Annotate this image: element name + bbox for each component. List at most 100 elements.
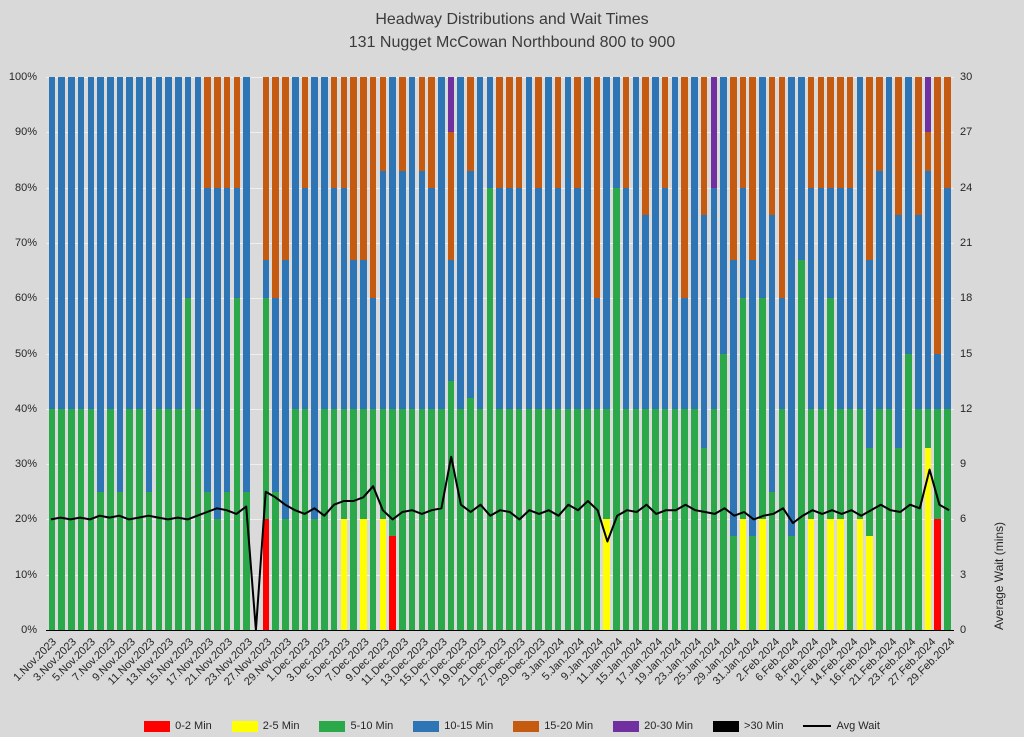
bar-segment xyxy=(360,519,367,630)
bar-segment xyxy=(807,187,815,409)
bar-17.Dec.2023 xyxy=(457,77,464,630)
bar-20.Feb.2024 xyxy=(876,77,883,630)
bar-5.Feb.2024 xyxy=(778,77,786,630)
bar-segment xyxy=(642,77,649,216)
bar-segment xyxy=(428,187,435,409)
bar-segment xyxy=(272,77,280,299)
legend-item: 15-20 Min xyxy=(513,720,593,732)
bar-segment xyxy=(876,408,883,630)
bar-segment xyxy=(243,77,250,492)
bar-segment xyxy=(87,77,95,409)
bar-segment xyxy=(613,77,620,188)
bar-segment xyxy=(282,77,289,260)
bar-segment xyxy=(632,408,640,630)
legend-swatch xyxy=(713,720,740,732)
bar-segment xyxy=(447,259,455,382)
bar-segment xyxy=(301,408,309,630)
bar-segment xyxy=(914,215,922,409)
bar-segment xyxy=(642,408,649,630)
right-axis-title: Average Wait (mins) xyxy=(992,521,1006,630)
bar-27.Feb.2024 xyxy=(924,77,932,630)
bar-segment xyxy=(340,77,348,188)
bar-9.Dec.2023 xyxy=(379,77,387,630)
bar-segment xyxy=(876,77,883,172)
plot-area xyxy=(46,77,954,631)
bar-segment xyxy=(58,408,65,630)
bar-27.Nov.2023 xyxy=(262,77,270,630)
bar-22.Feb.2024 xyxy=(895,77,903,630)
bar-segment xyxy=(681,298,688,409)
bar-2.Feb.2024 xyxy=(768,77,776,630)
bar-5.Jan.2024 xyxy=(574,77,581,630)
bar-segment xyxy=(798,77,805,260)
bar-segment xyxy=(379,77,387,172)
bar-3.Dec.2023 xyxy=(321,77,328,630)
bar-segment xyxy=(944,187,951,409)
bar-12.Jan.2024 xyxy=(622,77,630,630)
bar-segment xyxy=(807,519,815,630)
bar-segment xyxy=(496,77,503,188)
bar-segment xyxy=(739,187,747,299)
bar-segment xyxy=(525,77,533,409)
bar-23.Jan.2024 xyxy=(691,77,698,630)
bar-segment xyxy=(340,187,348,409)
bar-segment xyxy=(554,77,562,188)
y-axis-tick-left: 70% xyxy=(14,236,37,249)
bar-segment xyxy=(837,519,844,630)
legend-label: 20-30 Min xyxy=(644,720,694,732)
bar-6.Nov.2023 xyxy=(97,77,104,630)
y-axis-right: 0 3 6 9 12 15 18 21 24 27 30 xyxy=(958,71,984,636)
bar-8.Jan.2024 xyxy=(583,77,591,630)
bar-segment xyxy=(467,171,474,398)
legend-swatch xyxy=(231,720,258,732)
bar-segment xyxy=(710,408,718,630)
bar-segment xyxy=(574,187,581,409)
bar-segment xyxy=(360,259,367,409)
bar-26.Feb.2024 xyxy=(914,77,922,630)
bar-segment xyxy=(895,447,903,630)
bar-2.Jan.2024 xyxy=(545,77,552,630)
bar-segment xyxy=(155,408,163,630)
bar-segment xyxy=(866,77,873,260)
bar-segment xyxy=(447,77,455,133)
bar-segment xyxy=(350,408,357,630)
x-axis-labels: 1.Nov.2023 3.Nov.2023 5.Nov.2023 7.Nov.2023… xyxy=(12,633,958,705)
bar-segment xyxy=(515,187,523,409)
bar-22.Jan.2024 xyxy=(681,77,688,630)
bar-14.Feb.2024 xyxy=(846,77,854,630)
bar-29.Dec.2023 xyxy=(535,77,542,630)
bar-segment xyxy=(535,77,542,188)
bar-segment xyxy=(262,519,270,630)
bar-segment xyxy=(408,408,416,630)
bar-segment xyxy=(233,187,241,299)
bar-segment xyxy=(905,353,912,630)
bar-segment xyxy=(535,187,542,409)
bar-segment xyxy=(418,171,426,409)
bar-segment xyxy=(866,259,873,448)
legend-swatch xyxy=(144,720,171,732)
bar-segment xyxy=(914,408,922,630)
bar-segment xyxy=(671,77,679,409)
bar-6.Feb.2024 xyxy=(788,77,795,630)
bar-segment xyxy=(77,77,85,409)
bar-4.Nov.2023 xyxy=(77,77,85,630)
bar-segment xyxy=(856,408,864,520)
bar-segment xyxy=(204,187,211,492)
y-axis-tick-left: 60% xyxy=(14,292,37,305)
bar-segment xyxy=(710,187,718,409)
bar-segment xyxy=(652,77,659,409)
bar-segment xyxy=(272,491,280,630)
bar-4.Jan.2024 xyxy=(564,77,572,630)
bar-segment xyxy=(846,187,854,409)
bar-segment xyxy=(545,408,552,630)
y-axis-tick-right: 0 xyxy=(960,624,967,636)
bar-segment xyxy=(97,77,104,492)
bar-5.Dec.2023 xyxy=(340,77,348,630)
bar-segment xyxy=(428,408,435,630)
bar-10.Nov.2023 xyxy=(136,77,143,630)
legend-label: 0-2 Min xyxy=(175,720,212,732)
bar-segment xyxy=(817,187,825,409)
bar-segment xyxy=(145,491,153,630)
bar-segment xyxy=(749,536,757,630)
bar-segment xyxy=(768,77,776,216)
